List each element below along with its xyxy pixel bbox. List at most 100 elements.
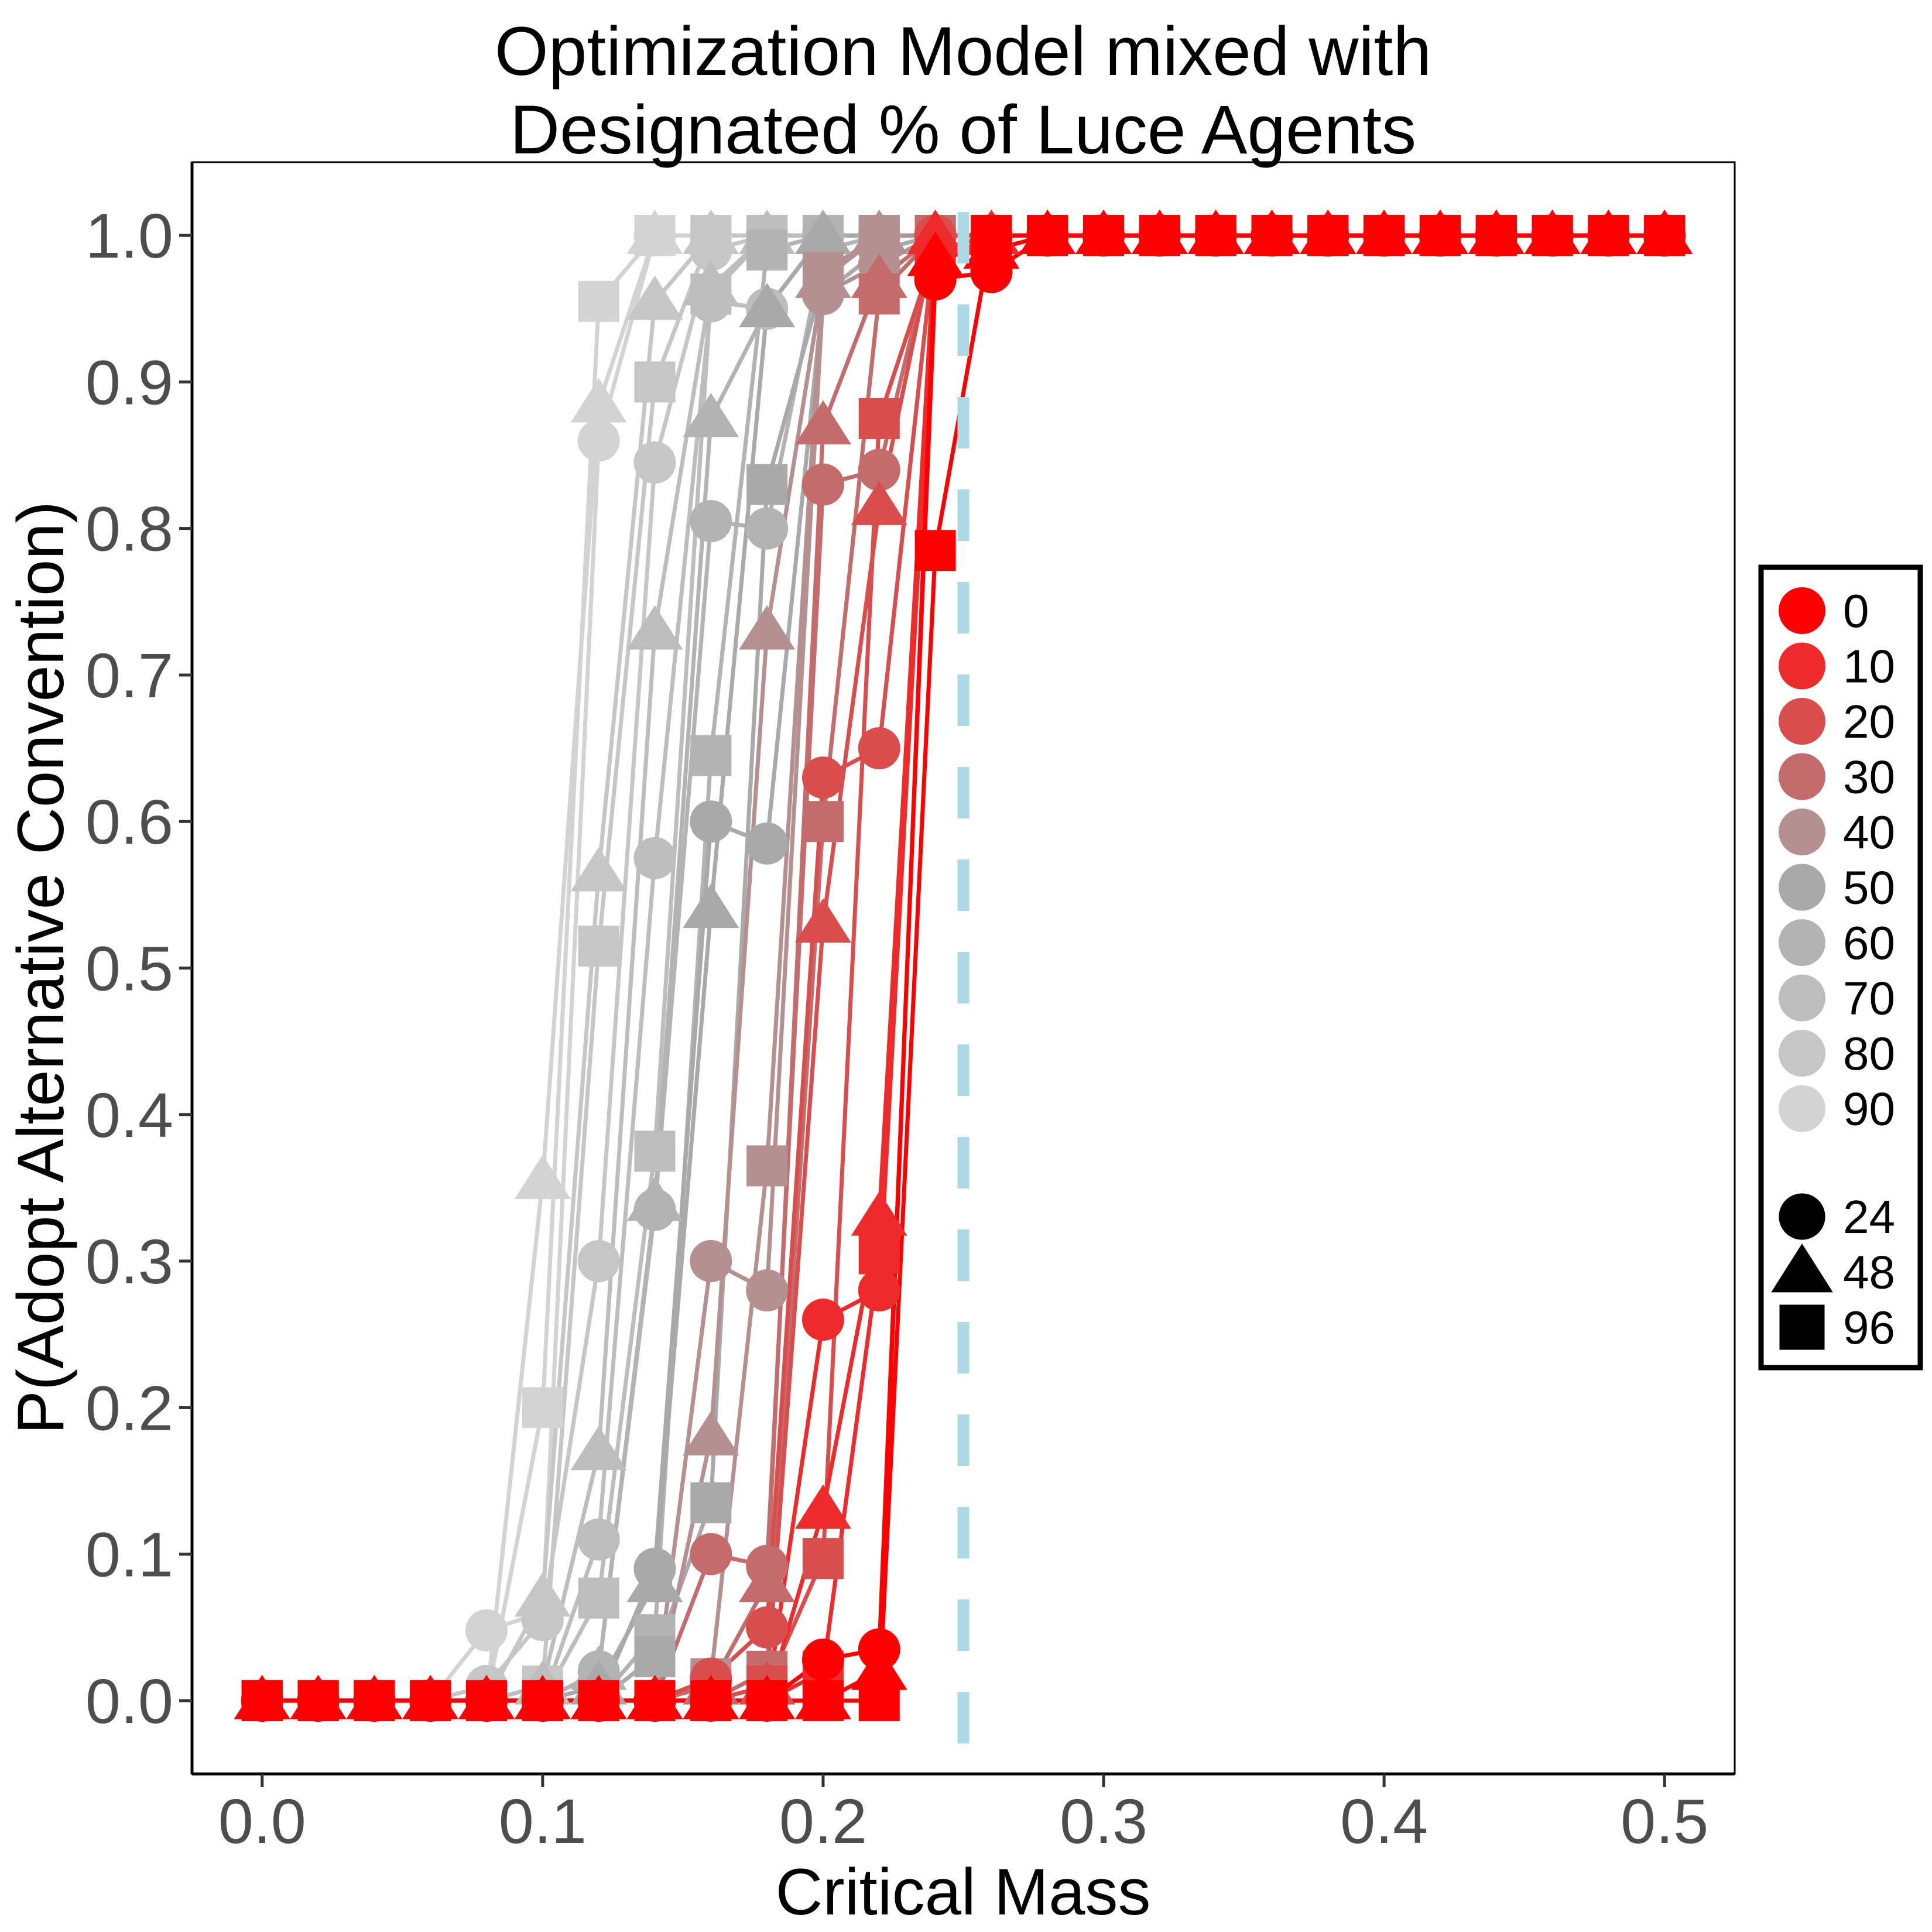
y-tick-label: 0.8	[85, 494, 173, 564]
data-point-40-48	[683, 1411, 739, 1456]
chart-title-line-2: Designated % of Luce Agents	[510, 91, 1416, 169]
legend-color-label: 40	[1843, 806, 1895, 858]
data-point-80-24	[690, 229, 732, 272]
legend-shape-label: 96	[1843, 1301, 1895, 1354]
data-point-0-24	[577, 1679, 620, 1722]
legend-shape-key-48	[1771, 1244, 1833, 1293]
data-point-0-24	[241, 1679, 283, 1722]
y-tick-label: 0.6	[85, 786, 173, 857]
data-point-90-24	[633, 214, 676, 257]
y-tick-label: 0.7	[85, 640, 173, 711]
data-point-60-96	[746, 229, 788, 271]
data-point-10-24	[801, 1299, 844, 1341]
legend-color-key-10	[1779, 642, 1825, 690]
data-point-10-48	[794, 1484, 851, 1529]
data-point-40-24	[690, 1240, 732, 1283]
data-point-30-48	[794, 400, 851, 445]
data-point-70-96	[578, 1577, 619, 1619]
legend-shape-key-24	[1779, 1193, 1825, 1240]
data-point-0-24	[409, 1679, 452, 1722]
data-point-0-24	[521, 1679, 564, 1722]
x-tick-label: 0.0	[218, 1786, 306, 1856]
legend-color-key-90	[1779, 1085, 1825, 1132]
data-point-50-96	[634, 1636, 676, 1677]
x-axis-title: Critical Mass	[776, 1855, 1151, 1928]
data-point-50-48	[794, 210, 851, 254]
y-tick-label: 0.4	[85, 1080, 173, 1150]
x-tick-label: 0.4	[1340, 1786, 1428, 1856]
y-tick-label: 0.9	[85, 347, 173, 417]
x-tick-label: 0.3	[1060, 1786, 1147, 1856]
axis-ticks: 0.0 0.1 0.2 0.3 0.4 0.5 0.0 0.1 0.2 0.3 0.4 0.5 0.6 0…	[85, 200, 1708, 1856]
data-point-0-24	[353, 1679, 396, 1722]
data-point-40-48	[851, 210, 907, 254]
data-point-0-24	[1587, 214, 1630, 257]
legend-color-key-40	[1779, 809, 1825, 855]
data-point-0-24	[1363, 214, 1406, 257]
data-point-0-24	[1026, 214, 1069, 257]
data-point-40-24	[746, 1269, 789, 1312]
data-point-90-48	[570, 378, 627, 423]
data-point-80-48	[570, 847, 627, 892]
data-point-0-24	[1083, 214, 1125, 257]
data-point-70-24	[577, 1518, 620, 1561]
data-point-40-48	[739, 605, 796, 650]
data-point-0-96	[914, 530, 956, 571]
data-point-60-24	[633, 1188, 676, 1231]
data-point-80-24	[633, 441, 676, 484]
y-tick-label: 0.2	[85, 1372, 173, 1443]
data-point-20-48	[851, 481, 907, 525]
x-tick-label: 0.2	[779, 1786, 867, 1856]
legend-color-label: 10	[1843, 640, 1895, 693]
data-point-80-24	[577, 1240, 620, 1283]
data-point-50-24	[690, 800, 732, 843]
data-point-60-24	[690, 500, 732, 543]
data-point-30-24	[858, 448, 900, 491]
data-point-10-24	[858, 1269, 900, 1312]
data-point-30-48	[851, 254, 907, 298]
data-point-0-24	[690, 1679, 732, 1722]
data-point-40-96	[746, 1145, 788, 1187]
data-point-20-48	[794, 898, 851, 943]
y-tick-label: 0.5	[85, 933, 173, 1004]
data-point-70-96	[634, 1131, 676, 1172]
data-point-90-24	[465, 1609, 508, 1652]
legend-color-label: 80	[1843, 1027, 1895, 1080]
data-point-90-96	[578, 280, 619, 322]
legend-color-label: 90	[1843, 1083, 1895, 1135]
y-axis-title: P(Adopt Alternative Convention)	[4, 501, 77, 1434]
legend-color-key-80	[1779, 1030, 1825, 1077]
data-point-70-48	[626, 605, 683, 650]
data-point-70-24	[633, 837, 676, 879]
y-tick-label: 0.0	[85, 1666, 173, 1736]
legend-color-key-30	[1779, 753, 1825, 800]
data-point-20-24	[858, 727, 900, 770]
data-point-0-24	[858, 1628, 900, 1671]
y-tick-label: 0.3	[85, 1226, 173, 1297]
data-point-80-96	[634, 361, 676, 403]
legend-color-label: 20	[1843, 696, 1895, 748]
legend-color-label: 50	[1843, 862, 1895, 914]
data-point-50-96	[746, 464, 788, 505]
legend-color-key-20	[1779, 698, 1825, 745]
data-point-0-24	[801, 1638, 844, 1681]
legend-color-label: 60	[1843, 917, 1895, 969]
data-point-30-24	[746, 1544, 789, 1587]
data-point-90-96	[522, 1387, 563, 1429]
data-point-50-48	[683, 883, 739, 929]
data-point-0-24	[465, 1679, 508, 1722]
legend-color-label: 70	[1843, 972, 1895, 1025]
legend-color-label: 30	[1843, 751, 1895, 803]
legend-color-key-0	[1779, 587, 1825, 634]
data-point-90-48	[514, 1155, 571, 1200]
data-point-50-24	[746, 822, 789, 865]
legend-color-key-50	[1779, 864, 1825, 911]
data-point-0-24	[970, 251, 1013, 293]
data-point-20-24	[801, 756, 844, 799]
data-point-0-24	[914, 258, 957, 301]
y-tick-label: 1.0	[85, 200, 173, 271]
data-point-0-24	[1643, 214, 1686, 257]
data-point-0-24	[1194, 214, 1237, 257]
x-tick-label: 0.5	[1621, 1786, 1708, 1856]
